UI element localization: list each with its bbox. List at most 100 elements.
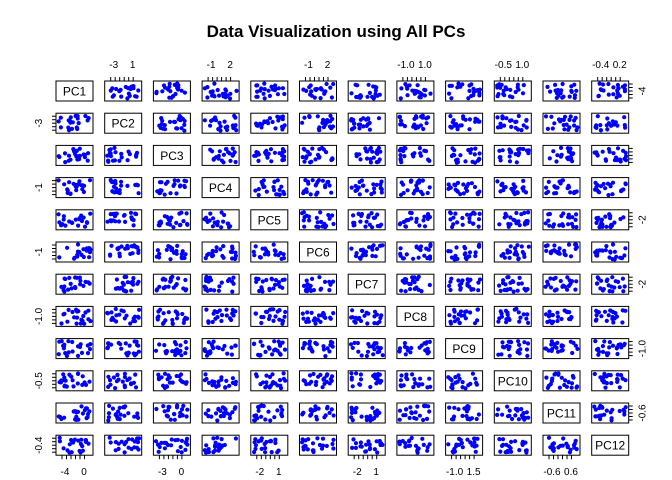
data-point: [408, 281, 413, 287]
data-point: [68, 281, 73, 286]
panel-PC9-PC2: [104, 338, 143, 360]
data-point: [304, 319, 309, 324]
data-point: [120, 379, 125, 384]
data-point: [428, 242, 433, 247]
data-point: [309, 310, 314, 315]
data-point: [546, 218, 551, 223]
data-point: [306, 437, 311, 442]
data-point: [185, 221, 190, 227]
data-point: [398, 192, 404, 197]
data-point: [460, 222, 465, 227]
data-point: [418, 153, 424, 158]
data-point: [612, 120, 617, 125]
data-point: [372, 186, 377, 191]
data-point: [500, 344, 505, 349]
panel-frame: [591, 177, 630, 199]
data-point: [412, 151, 417, 156]
data-point: [273, 252, 278, 257]
data-point: [504, 320, 509, 325]
data-point: [505, 287, 510, 292]
data-point: [562, 248, 567, 253]
data-point: [257, 121, 263, 126]
panel-PC9-PC6: [299, 338, 337, 360]
data-point: [404, 277, 409, 282]
panel-frame: [493, 305, 532, 327]
data-point: [378, 186, 383, 191]
data-point: [315, 114, 320, 119]
panel-PC1-PC11: [542, 80, 581, 102]
data-point: [264, 277, 269, 283]
data-point: [502, 185, 507, 190]
panel-frame: [104, 241, 143, 263]
data-point: [504, 116, 509, 121]
data-point: [514, 160, 519, 165]
data-point: [320, 120, 325, 125]
data-point: [465, 404, 470, 409]
data-point: [330, 156, 335, 161]
data-point: [125, 243, 130, 248]
panel-frame: [201, 338, 240, 360]
top-tick-label: -3: [109, 60, 118, 71]
data-point: [227, 96, 233, 101]
panel-frame: [396, 144, 435, 166]
panel-frame: [493, 273, 532, 295]
data-point: [127, 343, 132, 348]
data-point: [368, 384, 373, 390]
data-point: [560, 81, 565, 87]
data-point: [314, 342, 319, 347]
data-point: [573, 438, 578, 443]
data-point: [330, 441, 335, 447]
data-point: [460, 278, 465, 283]
data-point: [458, 309, 464, 314]
panel-frame: [201, 241, 240, 263]
data-point: [184, 346, 189, 351]
data-point: [182, 118, 187, 124]
data-point: [88, 319, 93, 324]
data-point: [202, 217, 207, 222]
data-point: [75, 126, 80, 132]
data-point: [555, 314, 561, 319]
data-point: [526, 148, 531, 153]
data-point: [216, 382, 221, 387]
data-point: [411, 124, 416, 129]
data-point: [474, 380, 479, 386]
data-point: [526, 415, 531, 420]
data-point: [446, 186, 451, 191]
panel-PC12-PC6: [299, 434, 337, 456]
panel-PC6-PC2: [104, 241, 143, 263]
data-point: [57, 255, 62, 260]
data-point: [446, 182, 451, 187]
data-point: [167, 218, 172, 223]
data-point: [543, 346, 548, 351]
data-point: [397, 114, 402, 119]
data-point: [59, 321, 64, 326]
data-point: [452, 309, 457, 314]
panel-frame: [347, 402, 386, 424]
data-point: [111, 375, 116, 380]
data-point: [467, 127, 472, 132]
data-point: [280, 158, 285, 163]
data-point: [499, 311, 504, 316]
panel-PC2-PC2: PC2: [104, 112, 143, 134]
panel-frame: [152, 370, 191, 392]
data-point: [136, 191, 141, 196]
data-point: [270, 372, 275, 377]
data-point: [555, 340, 560, 345]
panel-PC11-PC7: [347, 402, 386, 424]
panel-frame: [104, 338, 143, 360]
data-point: [115, 286, 120, 291]
data-point: [597, 81, 602, 86]
data-point: [282, 347, 288, 352]
data-point: [521, 123, 526, 128]
data-point: [366, 82, 371, 87]
data-point: [610, 343, 616, 348]
data-point: [466, 383, 471, 388]
data-point: [519, 407, 524, 412]
panel-frame: [396, 402, 435, 424]
data-point: [361, 124, 366, 129]
data-point: [602, 412, 607, 417]
data-point: [467, 117, 472, 122]
data-point: [411, 154, 416, 159]
data-point: [74, 188, 79, 193]
panel-PC4-PC12: [591, 177, 630, 199]
